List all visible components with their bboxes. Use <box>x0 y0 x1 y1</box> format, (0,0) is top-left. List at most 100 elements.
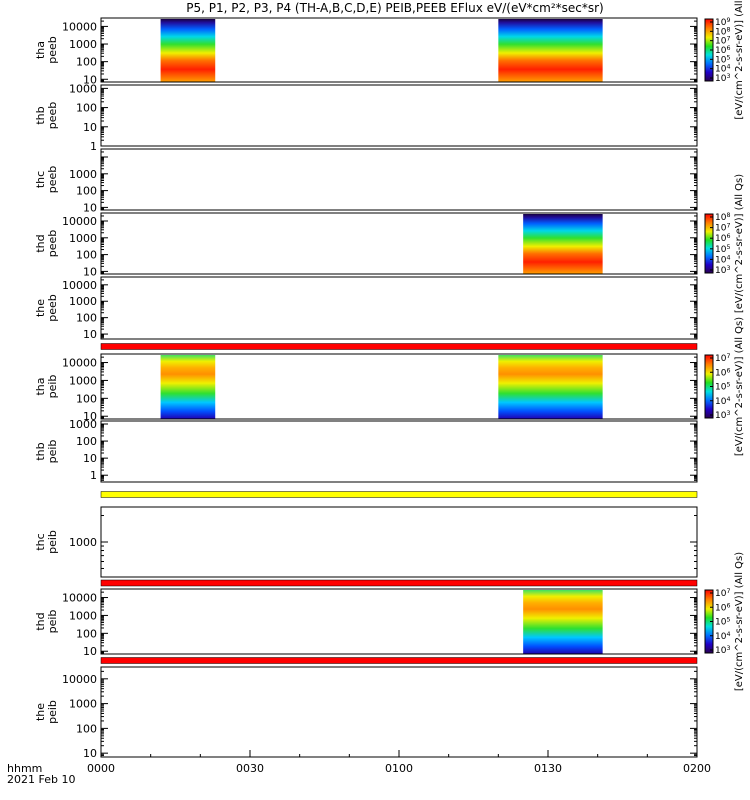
figure-title: P5, P1, P2, P3, P4 (TH-A,B,C,D,E) PEIB,P… <box>186 1 603 15</box>
y-axis-label-the-peeb: peeb <box>46 294 59 322</box>
x-tick-label: 0030 <box>236 762 264 775</box>
y-tick-label-thd-peib: 10000 <box>62 592 97 605</box>
colorbar-tick-label-tha-peib: 103 <box>715 410 730 421</box>
y-tick-label-the-peeb: 1000 <box>69 295 97 308</box>
x-tick-label: 0200 <box>683 762 711 775</box>
y-tick-label-thb-peib: 1 <box>90 469 97 482</box>
colorbar-unit-label-thd-peeb: [eV/(cm^2-s-sr-eV)] (All Qs) <box>734 174 745 313</box>
spectrogram-block-tha-peib-1 <box>498 355 603 419</box>
panel-thb-peeb: 1 10 100 1000 thb peeb <box>34 82 698 153</box>
y-tick-label-thd-peib: 100 <box>76 627 97 640</box>
colorbar-unit-label-tha-peeb: [eV/(cm^2-s-sr-eV)] (All Qs) <box>734 0 745 120</box>
y-tick-label-thb-peeb: 1 <box>90 140 97 153</box>
y-tick-label-tha-peeb: 10 <box>83 73 97 86</box>
colorbar-tick-label-thd-peeb: 103 <box>715 265 730 276</box>
colorbar-tick-label-tha-peeb: 103 <box>715 73 730 84</box>
colorbar-tick-label-tha-peeb: 107 <box>715 36 730 47</box>
colorbar-tick-label-thd-peeb: 106 <box>715 233 730 244</box>
colorbar-tick-label-tha-peeb: 109 <box>715 17 730 28</box>
x-tick-label: 0130 <box>534 762 562 775</box>
panel-tha-peib: 10 100 1000 10000 tha peib 103 104 105 106 107 [eV/… <box>34 317 745 456</box>
spectrogram-block-tha-peeb-0 <box>160 19 216 82</box>
panel-frame-thb-peib <box>100 420 698 483</box>
y-tick-label-thc-peeb: 10 <box>83 201 97 214</box>
x-tick-label: 0000 <box>87 762 115 775</box>
y-tick-label-thd-peeb: 1000 <box>69 232 97 245</box>
y-tick-label-thb-peib: 10 <box>83 452 97 465</box>
colorbar-tick-label-thd-peeb: 105 <box>715 244 730 255</box>
y-tick-label-the-peeb: 10 <box>83 328 97 341</box>
colorbar-thd-peeb <box>704 213 714 274</box>
colorbar-tick-label-thd-peib: 107 <box>715 588 730 599</box>
time-axis: 0000 0030 0100 0130 0200 <box>87 750 711 775</box>
y-tick-label-thd-peeb: 100 <box>76 249 97 262</box>
status-bar-thd-peib <box>100 657 698 664</box>
panel-frame-the-peeb <box>100 276 698 340</box>
spectrogram-block-tha-peeb-1 <box>498 19 603 82</box>
y-axis-label-thc-peeb: thc <box>34 171 47 188</box>
colorbar-tick-label-tha-peeb: 108 <box>715 26 730 37</box>
spectrogram-block-tha-peib-0 <box>160 355 216 419</box>
colorbar-tick-label-tha-peeb: 105 <box>715 54 730 65</box>
y-axis-label-tha-peeb: tha <box>34 41 47 59</box>
y-axis-label-thb-peib: thb <box>34 442 47 460</box>
y-axis-label-thd-peib: peib <box>46 610 59 634</box>
y-axis-label-thb-peeb: peeb <box>46 102 59 130</box>
y-axis-label-thb-peeb: thb <box>34 106 47 124</box>
colorbar-tick-label-thd-peib: 105 <box>715 617 730 628</box>
y-tick-label-the-peeb: 10000 <box>62 279 97 292</box>
colorbar-tick-label-tha-peib: 104 <box>715 396 730 407</box>
y-tick-label-the-peib: 10 <box>83 747 97 760</box>
y-tick-label-tha-peeb: 10000 <box>62 20 97 33</box>
y-tick-label-thb-peeb: 1000 <box>69 82 97 95</box>
panel-frame-the-peib <box>100 666 698 758</box>
y-axis-label-the-peib: the <box>34 703 47 721</box>
y-axis-label-thb-peib: peib <box>46 440 59 464</box>
y-tick-label-the-peib: 1000 <box>69 698 97 711</box>
status-bar-thc-peib <box>100 579 698 587</box>
colorbar-unit-label-tha-peib: [eV/(cm^2-s-sr-eV)] (All Qs) <box>734 317 745 456</box>
colorbar-tick-label-thd-peeb: 104 <box>715 254 730 265</box>
panel-the-peeb: 10 100 1000 10000 the peeb <box>34 276 698 350</box>
panel-the-peib: 10 100 1000 10000 the peib <box>34 666 698 760</box>
y-axis-label-thd-peib: thd <box>34 612 47 630</box>
spectrogram-block-thd-peeb-0 <box>523 214 603 274</box>
date-label: 2021 Feb 10 <box>7 773 75 786</box>
colorbar-tick-label-tha-peeb: 104 <box>715 64 730 75</box>
y-axis-label-thc-peib: thc <box>34 533 47 550</box>
time-axis-label: hhmm <box>7 762 42 775</box>
y-tick-label-thb-peib: 1000 <box>69 418 97 431</box>
y-tick-label-tha-peib: 10000 <box>62 357 97 370</box>
y-tick-label-thc-peib: 1000 <box>69 536 97 549</box>
panel-frame-thd-peib <box>100 588 698 655</box>
colorbar-unit-label-thd-peib: [eV/(cm^2-s-sr-eV)] (All Qs) <box>734 552 745 691</box>
y-axis-label-thd-peeb: peeb <box>46 230 59 258</box>
status-bar-thb-peib <box>100 491 698 498</box>
y-tick-label-thd-peeb: 10000 <box>62 215 97 228</box>
y-tick-label-the-peeb: 100 <box>76 312 97 325</box>
spectrogram-block-thd-peib-0 <box>523 590 603 654</box>
colorbar-tick-label-thd-peib: 103 <box>715 645 730 656</box>
y-tick-label-tha-peib: 1000 <box>69 374 97 387</box>
y-tick-label-thd-peib: 1000 <box>69 609 97 622</box>
y-tick-label-thc-peeb: 100 <box>76 185 97 198</box>
colorbar-tick-label-thd-peib: 104 <box>715 631 730 642</box>
colorbar-tick-label-thd-peeb: 108 <box>715 212 730 223</box>
y-tick-label-tha-peib: 100 <box>76 392 97 405</box>
panel-thc-peib: 1000 thc peib <box>34 506 698 587</box>
panel-thc-peeb: 10 100 1000 thc peeb <box>34 148 698 214</box>
y-tick-label-tha-peeb: 100 <box>76 56 97 69</box>
panel-frame-thd-peeb <box>100 212 698 275</box>
colorbar-tick-label-tha-peeb: 106 <box>715 45 730 56</box>
panel-thb-peib: 1 10 100 1000 thb peib <box>34 418 698 498</box>
panel-thd-peib: 10 100 1000 10000 thd peib 103 104 105 106 107 [eV/… <box>34 552 745 691</box>
y-tick-label-thc-peeb: 1000 <box>69 168 97 181</box>
colorbar-tick-label-thd-peib: 106 <box>715 602 730 613</box>
y-axis-label-tha-peib: peib <box>46 375 59 399</box>
panel-frame-tha-peib <box>100 353 698 420</box>
y-tick-label-thd-peib: 10 <box>83 645 97 658</box>
